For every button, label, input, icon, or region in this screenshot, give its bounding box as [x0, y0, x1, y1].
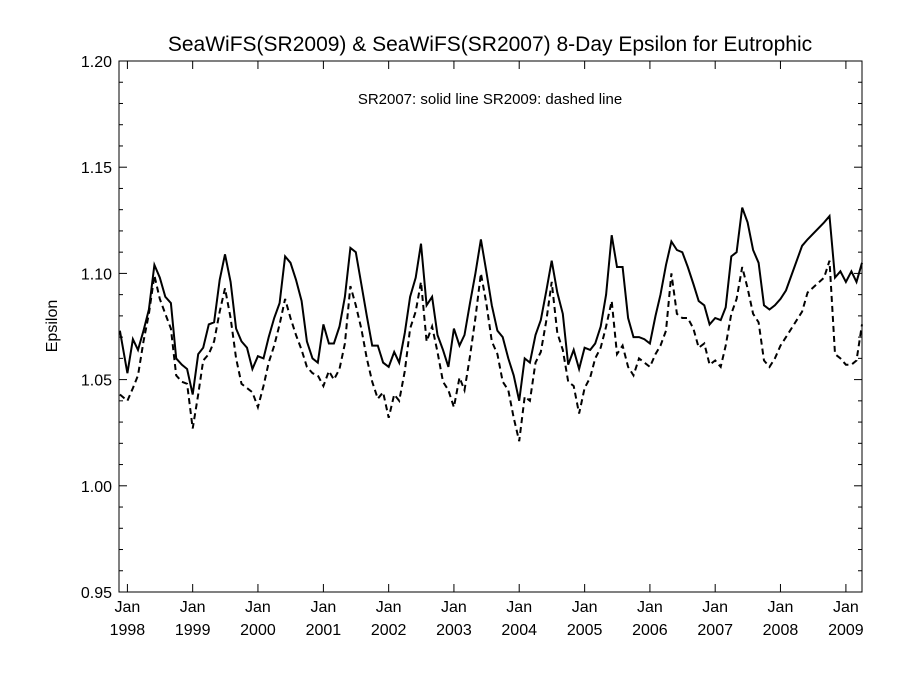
x-tick-year-label: 2006 [632, 622, 668, 639]
x-tick-month-label: Jan [506, 599, 532, 616]
x-tick-year-label: 2003 [436, 622, 472, 639]
x-tick-year-label: 2000 [240, 622, 276, 639]
x-tick-month-label: Jan [310, 599, 336, 616]
x-tick-month-label: Jan [115, 599, 141, 616]
y-tick-label: 1.05 [81, 373, 112, 390]
x-tick-month-label: Jan [376, 599, 402, 616]
x-tick-month-label: Jan [768, 599, 794, 616]
x-tick-year-label: 2005 [567, 622, 603, 639]
x-tick-year-label: 1999 [175, 622, 211, 639]
x-tick-year-label: 2009 [828, 622, 864, 639]
x-tick-month-label: Jan [180, 599, 206, 616]
x-tick-month-label: Jan [441, 599, 467, 616]
series-layer [118, 207, 863, 442]
x-tick-month-label: Jan [833, 599, 859, 616]
x-tick-year-label: 2001 [306, 622, 342, 639]
x-tick-month-label: Jan [637, 599, 663, 616]
x-tick-year-label: 2008 [763, 622, 799, 639]
x-tick-year-label: 2004 [501, 622, 537, 639]
series-line-dashed [119, 260, 863, 442]
x-tick-year-label: 2002 [371, 622, 407, 639]
x-tick-month-label: Jan [572, 599, 598, 616]
y-tick-label: 1.20 [81, 54, 112, 71]
x-tick-month-label: Jan [245, 599, 271, 616]
y-axis-label: Epsilon [44, 300, 61, 352]
y-tick-label: 0.95 [81, 585, 112, 602]
y-tick-label: 1.15 [81, 160, 112, 177]
x-tick-year-label: 1998 [110, 622, 146, 639]
y-tick-label: 1.10 [81, 266, 112, 283]
y-tick-label: 1.00 [81, 479, 112, 496]
y-ticks: 0.95 1.00 1.05 1.10 1.15 1.20 [81, 54, 862, 602]
series-line-solid [118, 207, 863, 402]
x-tick-month-label: Jan [702, 599, 728, 616]
x-ticks: Jan 1998 Jan 1999 Jan 2000 Jan 2001 Jan 2002 Jan 20… [110, 61, 864, 639]
x-tick-year-label: 2007 [697, 622, 733, 639]
legend-note: SR2007: solid line SR2009: dashed line [358, 91, 622, 108]
chart-title: SeaWiFS(SR2009) & SeaWiFS(SR2007) 8-Day … [168, 33, 812, 56]
